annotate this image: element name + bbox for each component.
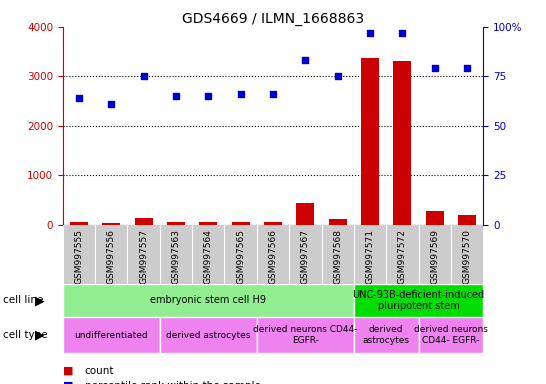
Bar bbox=[354, 284, 483, 317]
Text: GSM997567: GSM997567 bbox=[301, 229, 310, 284]
Point bbox=[462, 65, 471, 71]
Bar bbox=[264, 222, 282, 225]
Text: derived astrocytes: derived astrocytes bbox=[166, 331, 251, 339]
Text: percentile rank within the sample: percentile rank within the sample bbox=[85, 381, 260, 384]
Text: ■: ■ bbox=[63, 366, 73, 376]
Bar bbox=[394, 61, 411, 225]
Text: cell type: cell type bbox=[3, 330, 48, 340]
Text: derived neurons
CD44- EGFR-: derived neurons CD44- EGFR- bbox=[414, 325, 488, 345]
Bar bbox=[167, 222, 185, 225]
Point bbox=[204, 93, 213, 99]
Bar bbox=[419, 317, 483, 353]
Point bbox=[75, 95, 84, 101]
Text: GSM997563: GSM997563 bbox=[171, 229, 181, 284]
Bar bbox=[361, 58, 379, 225]
Text: derived
astrocytes: derived astrocytes bbox=[363, 325, 410, 345]
Text: derived neurons CD44-
EGFR-: derived neurons CD44- EGFR- bbox=[253, 325, 358, 345]
Point bbox=[398, 30, 407, 36]
Bar bbox=[135, 218, 152, 225]
Text: embryonic stem cell H9: embryonic stem cell H9 bbox=[150, 295, 266, 306]
Text: ■: ■ bbox=[63, 381, 73, 384]
Bar bbox=[63, 317, 160, 353]
Bar bbox=[426, 211, 443, 225]
Text: GSM997565: GSM997565 bbox=[236, 229, 245, 284]
Text: undifferentiated: undifferentiated bbox=[74, 331, 148, 339]
Title: GDS4669 / ILMN_1668863: GDS4669 / ILMN_1668863 bbox=[182, 12, 364, 26]
Text: GSM997556: GSM997556 bbox=[107, 229, 116, 284]
Point bbox=[269, 91, 277, 97]
Bar bbox=[354, 317, 419, 353]
Point bbox=[366, 30, 375, 36]
Bar bbox=[70, 222, 88, 225]
Point bbox=[139, 73, 148, 79]
Text: GSM997557: GSM997557 bbox=[139, 229, 148, 284]
Text: GSM997569: GSM997569 bbox=[430, 229, 439, 284]
Point bbox=[236, 91, 245, 97]
Text: GSM997572: GSM997572 bbox=[398, 229, 407, 284]
Text: ▶: ▶ bbox=[34, 294, 44, 307]
Point bbox=[171, 93, 180, 99]
Bar bbox=[103, 223, 120, 225]
Bar bbox=[232, 222, 250, 225]
Bar bbox=[458, 215, 476, 225]
Text: count: count bbox=[85, 366, 114, 376]
Bar bbox=[329, 219, 347, 225]
Point bbox=[107, 101, 116, 107]
Point bbox=[333, 73, 342, 79]
Bar bbox=[257, 317, 354, 353]
Point bbox=[301, 58, 310, 64]
Text: UNC-93B-deficient-induced
pluripotent stem: UNC-93B-deficient-induced pluripotent st… bbox=[353, 290, 485, 311]
Text: ▶: ▶ bbox=[34, 329, 44, 341]
Text: GSM997571: GSM997571 bbox=[365, 229, 375, 284]
Point bbox=[430, 65, 439, 71]
Text: GSM997570: GSM997570 bbox=[462, 229, 472, 284]
Text: cell line: cell line bbox=[3, 295, 43, 306]
Text: GSM997555: GSM997555 bbox=[74, 229, 84, 284]
Text: GSM997566: GSM997566 bbox=[269, 229, 277, 284]
Bar bbox=[160, 317, 257, 353]
Bar bbox=[296, 204, 314, 225]
Text: GSM997564: GSM997564 bbox=[204, 229, 213, 284]
Bar bbox=[199, 222, 217, 225]
Bar bbox=[63, 284, 354, 317]
Text: GSM997568: GSM997568 bbox=[333, 229, 342, 284]
